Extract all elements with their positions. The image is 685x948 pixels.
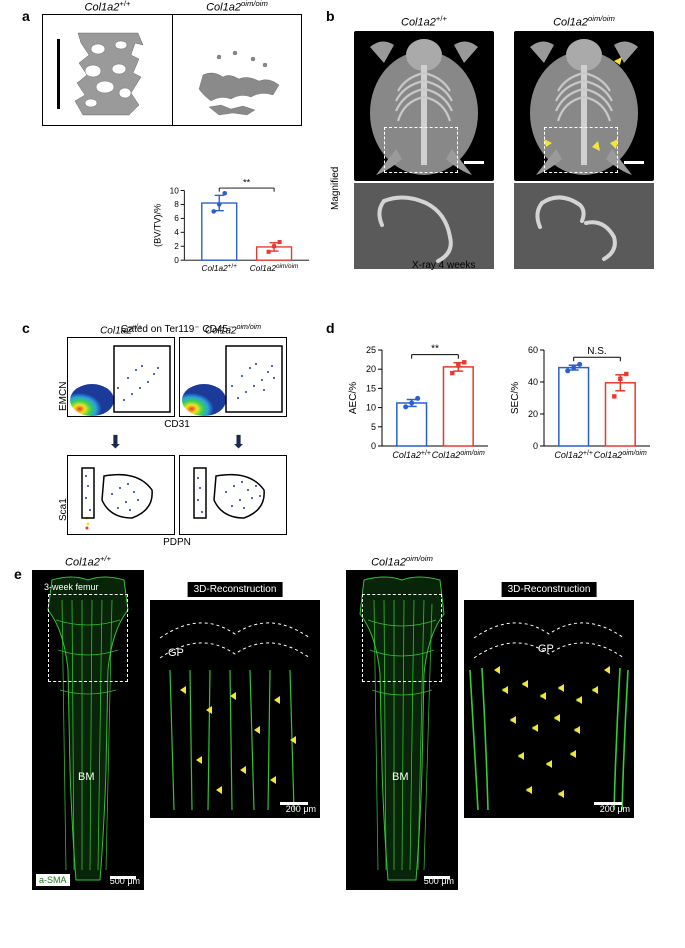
xray-oim xyxy=(514,31,654,181)
femur-oim-roi xyxy=(362,594,442,682)
femur-wt-group: Col1a2+/+ 3-week femur BM 500 μm a-SMA 3… xyxy=(32,570,320,890)
femur-wt-roi xyxy=(48,594,128,682)
svg-text:Col1a2+/+: Col1a2+/+ xyxy=(202,263,238,274)
arrow-down-icon-2: ⬇ xyxy=(231,432,246,453)
svg-text:Col1a2oim/oim: Col1a2oim/oim xyxy=(250,263,299,274)
facs-top-row: Col1a2+/+ Col1a2oim/oim xyxy=(42,337,312,417)
svg-text:5: 5 xyxy=(371,422,376,432)
xray-wt-col: Col1a2+/+ xyxy=(354,14,494,269)
femur-oim: Col1a2oim/oim BM 500 μm xyxy=(346,570,458,890)
cd31-axis: CD31 xyxy=(42,419,312,430)
genotype-label-oim: Col1a2oim/oim xyxy=(206,0,268,14)
svg-text:Col1a2oim/oim: Col1a2oim/oim xyxy=(432,450,485,461)
gp-text-oim: GP xyxy=(538,643,554,655)
panel-b: Col1a2+/+ xyxy=(344,14,664,269)
xray-oim-label: Col1a2oim/oim xyxy=(514,14,654,29)
panel-label-d: d xyxy=(326,320,335,336)
recon-oim-label: 3D-Reconstruction xyxy=(502,582,597,597)
svg-text:**: ** xyxy=(243,177,251,187)
xray-oim-col: Col1a2oim/oim xyxy=(514,14,654,269)
bm-text: BM xyxy=(78,771,95,783)
microct-oim-svg xyxy=(173,15,303,127)
femur-wt-label: Col1a2+/+ xyxy=(65,554,111,569)
svg-text:**: ** xyxy=(431,344,439,355)
microct-pair: Col1a2+/+ Col1a2oim/oim xyxy=(42,14,302,126)
svg-text:20: 20 xyxy=(366,364,376,374)
svg-text:Col1a2+/+: Col1a2+/+ xyxy=(392,450,431,461)
svg-text:8: 8 xyxy=(174,200,179,209)
asma-badge: a-SMA xyxy=(36,874,70,886)
svg-text:Col1a2+/+: Col1a2+/+ xyxy=(554,450,593,461)
svg-text:15: 15 xyxy=(366,383,376,393)
panel-a: Col1a2+/+ Col1a2oim/oim xyxy=(42,14,302,126)
bvtv-chart: 0 2 4 6 8 10 (BV/TV)/% Col1a2+/+ Col1a2oim/oim ** xyxy=(142,174,322,284)
svg-text:20: 20 xyxy=(528,409,538,419)
xray-row: Col1a2+/+ xyxy=(344,14,664,269)
xray-oim-mag-svg xyxy=(514,183,654,269)
panel-d: 0510152025AEC/%Col1a2+/+Col1a2oim/oim** … xyxy=(344,332,674,472)
microct-wt: Col1a2+/+ xyxy=(43,15,172,125)
svg-text:10: 10 xyxy=(366,403,376,413)
panel-c: Gated on Ter119⁻ CD45⁻ EMCN Col1a2+/+ Co… xyxy=(42,324,312,548)
microct-wt-svg xyxy=(43,15,173,127)
svg-text:N.S.: N.S. xyxy=(587,346,606,357)
svg-text:25: 25 xyxy=(366,345,376,355)
facs-oim-label: Col1a2oim/oim xyxy=(205,324,261,336)
pdpn-axis: PDPN xyxy=(42,537,312,548)
svg-text:6: 6 xyxy=(174,214,179,223)
svg-text:0: 0 xyxy=(174,256,179,265)
svg-text:Col1a2oim/oim: Col1a2oim/oim xyxy=(594,450,647,461)
magnified-label: Magnified xyxy=(330,167,341,210)
recon-wt-scale: 200 μm xyxy=(286,804,316,814)
arrow-down-icon: ⬇ xyxy=(108,432,123,453)
xray-oim-mag xyxy=(514,183,654,269)
xray-wt xyxy=(354,31,494,181)
microct-oim: Col1a2oim/oim xyxy=(172,15,301,125)
facs-oim-sca1-pdpn xyxy=(179,455,287,535)
panel-label-e: e xyxy=(14,566,22,582)
svg-text:60: 60 xyxy=(528,345,538,355)
panel-e: Col1a2+/+ 3-week femur BM 500 μm a-SMA 3… xyxy=(32,570,672,890)
recon-oim: 3D-Reconstruction GP xyxy=(464,600,634,818)
xray-wt-roi xyxy=(384,127,458,173)
facs-bot-row xyxy=(42,455,312,535)
xray-wt-mag xyxy=(354,183,494,269)
facs-oim-emcn-cd31: Col1a2oim/oim xyxy=(179,337,287,417)
svg-text:0: 0 xyxy=(533,441,538,451)
svg-text:10: 10 xyxy=(170,186,180,195)
xray-oim-roi xyxy=(544,127,618,173)
xray-wt-mag-svg xyxy=(354,183,494,269)
femur-wt: Col1a2+/+ 3-week femur BM 500 μm a-SMA xyxy=(32,570,144,890)
xray-caption: X-ray 4 weeks xyxy=(412,260,475,271)
genotype-label-wt: Col1a2+/+ xyxy=(85,0,131,14)
facs-wt-label: Col1a2+/+ xyxy=(100,324,142,336)
femur-age-text: 3-week femur xyxy=(44,582,99,592)
bm-text-oim: BM xyxy=(392,771,409,783)
recon-wt: 3D-Reconstruction GP 200 μm xyxy=(150,600,320,818)
gp-text: GP xyxy=(168,647,184,659)
xray-wt-label: Col1a2+/+ xyxy=(354,14,494,29)
svg-text:(BV/TV)/%: (BV/TV)/% xyxy=(153,204,163,247)
svg-text:0: 0 xyxy=(371,441,376,451)
panel-label-a: a xyxy=(22,8,30,24)
femur-wt-scale: 500 μm xyxy=(110,876,140,886)
svg-text:4: 4 xyxy=(174,228,179,237)
sec-chart: 0 20 40 60 SEC/% Col1a2+/+Col1a2oim/oim N.S. xyxy=(506,332,656,472)
recon-oim-scale: 200 μm xyxy=(600,804,630,814)
panel-label-b: b xyxy=(326,8,335,24)
svg-text:40: 40 xyxy=(528,377,538,387)
gate-label: Gated on Ter119⁻ CD45⁻ xyxy=(42,324,312,335)
femur-oim-group: Col1a2oim/oim BM 500 μm 3D-Reconstructio… xyxy=(346,570,634,890)
facs-wt-sca1-pdpn xyxy=(67,455,175,535)
femur-oim-label: Col1a2oim/oim xyxy=(371,554,433,569)
svg-text:SEC/%: SEC/% xyxy=(510,382,521,414)
aec-chart: 0 5 10 15 20 25 AEC/% Col1a2+/+Col1a2oim/oim ** xyxy=(344,332,494,472)
panel-label-c: c xyxy=(22,320,30,336)
recon-wt-label: 3D-Reconstruction xyxy=(188,582,283,597)
svg-text:AEC/%: AEC/% xyxy=(348,382,359,414)
svg-text:2: 2 xyxy=(174,242,179,251)
femur-oim-scale: 500 μm xyxy=(424,876,454,886)
facs-wt-emcn-cd31: Col1a2+/+ xyxy=(67,337,175,417)
